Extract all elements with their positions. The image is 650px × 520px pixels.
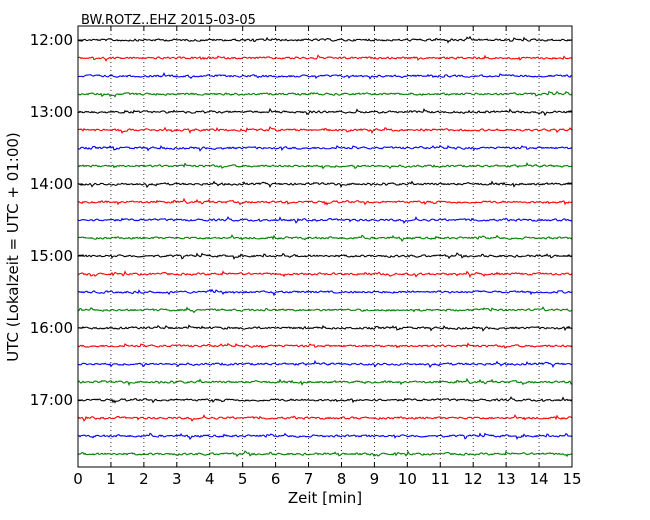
- trace-21: [77, 414, 573, 422]
- x-tick-label-14: 14: [530, 470, 549, 488]
- trace-6: [77, 144, 573, 152]
- trace-13: [77, 270, 573, 279]
- x-axis-ticks: 0 1 2 3 4 5 6 7 8 9 10 11 12 13 14 15: [73, 26, 582, 488]
- chart-title: BW.ROTZ..EHZ 2015-03-05: [81, 13, 256, 28]
- y-tick-label-4: 16:00: [30, 319, 73, 337]
- trace-23: [77, 450, 573, 458]
- x-tick-label-10: 10: [398, 470, 417, 488]
- trace-8: [77, 180, 573, 189]
- trace-17: [77, 342, 573, 349]
- y-tick-label-1: 13:00: [30, 103, 73, 121]
- trace-5: [77, 126, 573, 135]
- y-tick-label-5: 17:00: [30, 391, 73, 409]
- trace-3: [77, 90, 573, 98]
- trace-20: [77, 396, 573, 404]
- y-tick-label-3: 15:00: [30, 247, 73, 265]
- y-axis-ticks: 12:00 13:00 14:00 15:00 16:00 17:00: [30, 31, 572, 409]
- trace-12: [77, 252, 573, 260]
- trace-18: [77, 359, 573, 369]
- x-tick-label-9: 9: [370, 470, 380, 488]
- trace-0: [77, 35, 573, 44]
- x-tick-label-8: 8: [337, 470, 347, 488]
- trace-4: [77, 107, 573, 117]
- x-tick-label-0: 0: [73, 470, 83, 488]
- trace-19: [77, 377, 573, 387]
- x-tick-label-15: 15: [562, 470, 581, 488]
- grid-lines: [110, 26, 540, 467]
- y-axis-label: UTC (Lokalzeit = UTC + 01:00): [4, 132, 22, 362]
- trace-15: [77, 306, 573, 314]
- x-tick-label-2: 2: [139, 470, 149, 488]
- trace-16: [77, 324, 573, 332]
- trace-10: [77, 216, 573, 224]
- trace-22: [77, 432, 573, 440]
- x-tick-label-12: 12: [464, 470, 483, 488]
- trace-1: [77, 54, 573, 62]
- x-tick-label-7: 7: [304, 470, 314, 488]
- trace-7: [77, 161, 573, 170]
- x-tick-label-1: 1: [106, 470, 116, 488]
- y-tick-label-2: 14:00: [30, 175, 73, 193]
- seismic-traces: [77, 35, 573, 458]
- x-tick-label-5: 5: [238, 470, 248, 488]
- x-axis-label: Zeit [min]: [288, 489, 362, 507]
- x-tick-label-4: 4: [205, 470, 215, 488]
- x-tick-label-13: 13: [497, 470, 516, 488]
- plot-frame: [77, 25, 573, 468]
- trace-9: [77, 197, 573, 206]
- x-tick-label-3: 3: [172, 470, 182, 488]
- x-tick-label-6: 6: [271, 470, 281, 488]
- trace-14: [77, 288, 573, 297]
- y-tick-label-0: 12:00: [30, 31, 73, 49]
- trace-2: [77, 71, 573, 80]
- trace-11: [77, 234, 573, 242]
- x-tick-label-11: 11: [431, 470, 450, 488]
